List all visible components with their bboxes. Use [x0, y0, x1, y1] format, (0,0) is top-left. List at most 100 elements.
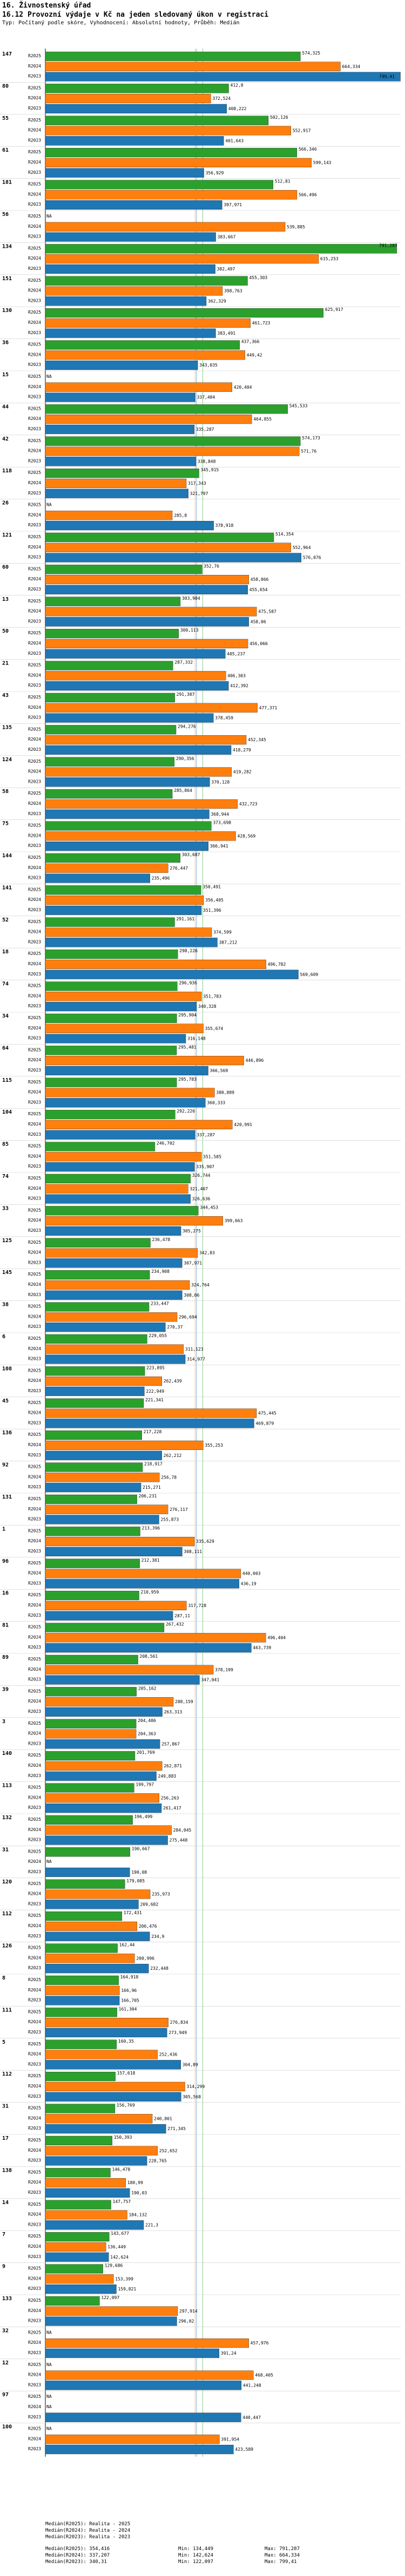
series-label: R2025: [28, 599, 41, 604]
value-label: 275,448: [170, 1838, 188, 1843]
value-label: 569,609: [300, 972, 319, 977]
bar-r2023: [45, 1354, 186, 1364]
value-label: 391,24: [221, 2351, 237, 2356]
series-label: R2023: [28, 651, 41, 656]
series-label: R2024: [28, 2212, 41, 2217]
bar-r2024: [45, 2114, 153, 2124]
series-label: R2023: [28, 1934, 41, 1938]
series-label: R2024: [28, 1186, 41, 1191]
value-label: 213,396: [142, 1526, 160, 1530]
value-label: 200,996: [136, 1956, 154, 1961]
series-label: R2024: [28, 961, 41, 966]
bar-r2025: [45, 1142, 156, 1151]
value-label: 162,44: [119, 1943, 135, 1948]
group-label: 1: [2, 1526, 5, 1532]
bar-r2023: [45, 1258, 183, 1268]
group-label: 81: [2, 1623, 9, 1629]
series-label: R2024: [28, 2148, 41, 2153]
series-label: R2025: [28, 2266, 41, 2271]
bar-r2025: [45, 1430, 142, 1440]
group-label: 34: [2, 1013, 9, 1019]
bar-r2025: [45, 2200, 111, 2209]
value-label: 234,9: [151, 1934, 164, 1939]
series-label: R2025: [28, 53, 41, 58]
series-label: R2024: [28, 160, 41, 165]
value-label: 273,949: [168, 2030, 187, 2035]
series-label: R2024: [28, 2052, 41, 2057]
group-label: 141: [2, 885, 12, 891]
group-label: 80: [2, 83, 9, 89]
bar-r2024: [45, 190, 298, 200]
bar-r2024: [45, 639, 248, 648]
bar-r2023: [45, 681, 229, 691]
bar-r2023: [45, 1675, 200, 1685]
group-label: 121: [2, 532, 12, 538]
value-label: 374,599: [213, 930, 232, 935]
value-label: 566,496: [299, 192, 317, 197]
bar-r2025: [45, 308, 324, 318]
value-label: 295,481: [178, 1045, 197, 1049]
value-label: 326,636: [192, 1197, 211, 1202]
group-label: 112: [2, 1911, 12, 1917]
value-label: 571,76: [301, 449, 316, 454]
series-label: R2023: [28, 1164, 41, 1169]
bar-r2024: [45, 1889, 151, 1899]
value-label: 408,222: [228, 106, 247, 111]
bar-r2023: [45, 1707, 163, 1717]
series-label: R2023: [28, 1677, 41, 1682]
series-label: R2024: [28, 577, 41, 581]
series-label: R2024: [28, 449, 41, 453]
bar-r2025: [45, 1206, 199, 1216]
bar-r2025: [45, 1398, 144, 1408]
series-label: R2024: [28, 2340, 41, 2345]
chart-footer: Medián(R2025): Realita - 2025 Medián(R20…: [0, 2517, 405, 2576]
bar-r2025: [45, 1366, 145, 1376]
series-label: R2023: [28, 876, 41, 880]
bar-r2023: [45, 2252, 109, 2262]
group-label: 125: [2, 1238, 12, 1244]
series-label: R2024: [28, 1635, 41, 1639]
group-label: 130: [2, 308, 12, 314]
bar-r2024: [45, 831, 236, 841]
group-label: 3: [2, 1719, 5, 1725]
bar-r2024: [45, 992, 202, 1001]
bar-r2025: [45, 1815, 133, 1825]
value-label: 190,667: [132, 1846, 150, 1851]
series-label: R2023: [28, 1869, 41, 1874]
series-label: R2023: [28, 1260, 41, 1265]
value-label: 263,313: [164, 1710, 183, 1714]
bar-r2023: [45, 1515, 159, 1524]
series-label: R2024: [28, 1571, 41, 1576]
value-label: 199,797: [136, 1782, 154, 1787]
bar-r2023: [45, 2316, 177, 2326]
series-label: R2025: [28, 182, 41, 187]
value-label: 362,329: [208, 299, 226, 303]
series-label: R2025: [28, 1528, 41, 1533]
bar-r2025: [45, 2104, 116, 2113]
value-label: 514,354: [275, 532, 294, 537]
bar-r2024: [45, 1665, 214, 1675]
value-label: 370,128: [211, 779, 230, 784]
value-label: 316,148: [187, 1036, 206, 1041]
series-label: R2023: [28, 1388, 41, 1393]
value-label: 366,569: [210, 1068, 228, 1073]
value-label: 287,332: [174, 660, 193, 665]
bar-r2025: [45, 1462, 143, 1472]
series-label: R2023: [28, 298, 41, 303]
bar-r2023: [45, 1322, 166, 1332]
bar-r2024: [45, 318, 251, 328]
series-label: R2024: [28, 480, 41, 485]
value-label: 457,976: [251, 2341, 269, 2345]
value-label: 366,941: [210, 844, 228, 849]
value-label: 284,045: [173, 1828, 192, 1833]
series-label: R2024: [28, 2372, 41, 2377]
series-label: R2024: [28, 1218, 41, 1223]
bar-r2025: [45, 2296, 100, 2306]
series-label: R2025: [28, 1144, 41, 1149]
value-label: 285,8: [174, 513, 187, 518]
value-label: 262,212: [164, 1453, 182, 1458]
group-label: 108: [2, 1366, 12, 1372]
value-label: 218,917: [144, 1462, 163, 1467]
max-2024: Max: 664,334: [265, 2553, 300, 2558]
series-label: R2024: [28, 737, 41, 742]
